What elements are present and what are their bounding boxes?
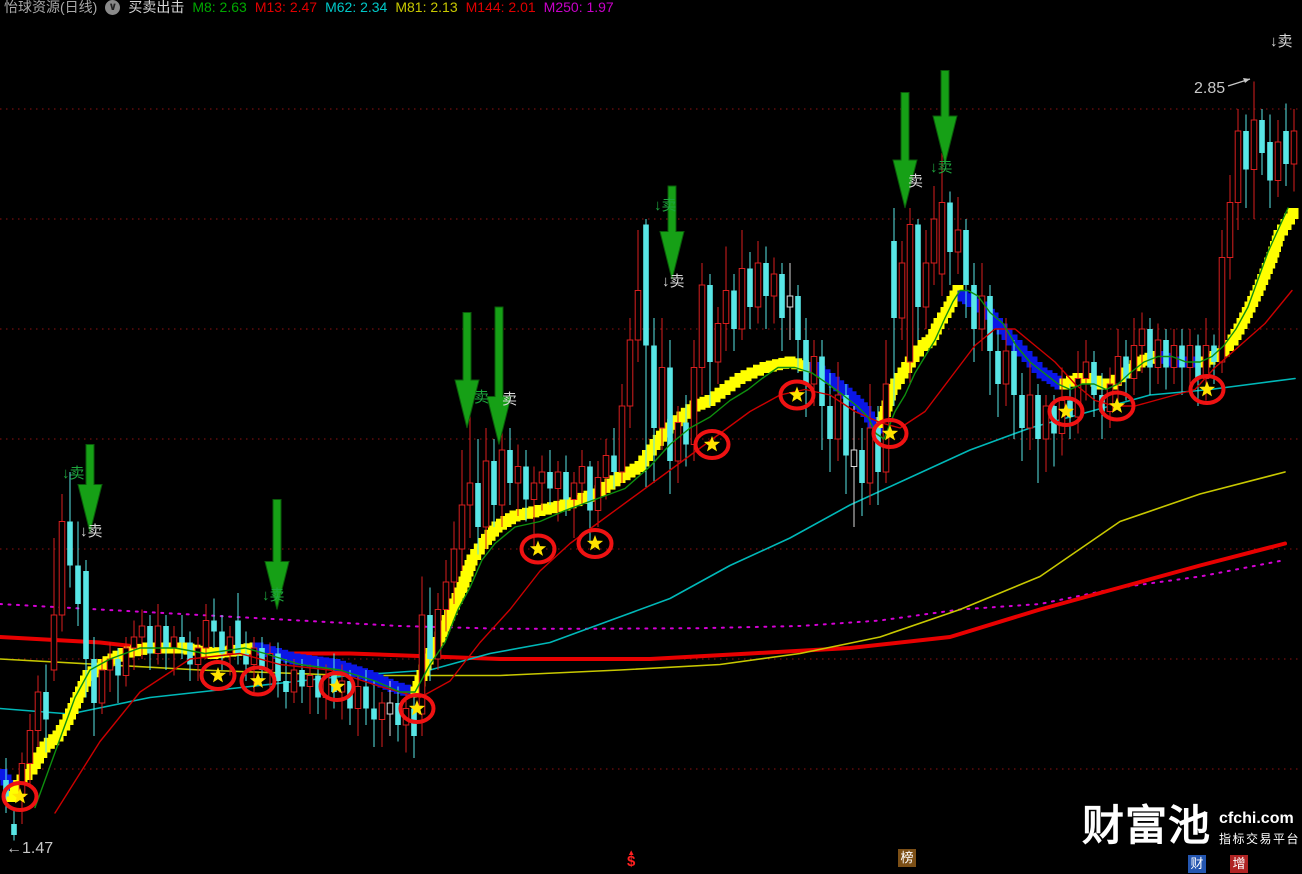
sell-arrow-icon <box>932 70 958 165</box>
stock-title: 怡球资源(日线) <box>4 0 98 15</box>
buy-circle-icon <box>239 665 277 697</box>
sell-label: ↓卖 <box>1270 33 1293 50</box>
watermark-url: cfchi.com <box>1219 810 1294 827</box>
buy-star-icon <box>529 540 547 556</box>
watermark-brand: 财富池 <box>1082 802 1212 849</box>
candles <box>3 81 1298 841</box>
indicator-name: 买卖出击 <box>128 0 185 15</box>
sell-label: ↓卖 <box>654 197 677 214</box>
sell-arrow-icon <box>892 92 918 209</box>
buy-circle-icon <box>1047 396 1085 427</box>
ma-lines-fast <box>34 207 1293 814</box>
ma-value-m62: M62: 2.34 <box>325 0 388 15</box>
buy-star-icon <box>1057 403 1075 419</box>
buy-circle-icon <box>693 429 731 460</box>
buy-circle-icon <box>576 528 614 559</box>
buy-star-icon <box>328 678 346 694</box>
sell-label: 卖 <box>502 391 517 408</box>
sell-arrow-icon <box>659 185 685 280</box>
price-callouts: 2.85 ←1.47 <box>6 78 1251 857</box>
low-price-label: ←1.47 <box>6 840 53 857</box>
buy-circle-icon <box>398 693 436 724</box>
watermark-tagline: 指标交易平台 <box>1219 832 1301 846</box>
ma-value-m144: M144: 2.01 <box>465 0 536 15</box>
ma-line-M144 <box>0 541 1287 661</box>
bang-badge[interactable]: 榜 <box>898 849 916 867</box>
sell-label: ↓卖 <box>62 465 85 482</box>
buy-star-icon <box>881 425 899 441</box>
buy-circle-icon <box>519 533 557 565</box>
buy-star-icon <box>788 386 806 402</box>
buy-circle-icon <box>318 671 356 702</box>
ma-line-M62 <box>0 377 1296 715</box>
sell-label: ↓卖 <box>662 273 685 290</box>
sell-arrow-icon <box>77 444 103 533</box>
buy-star-signals <box>1 374 1226 812</box>
sell-labels: ↓卖↓卖↓卖卖 卖↓卖↓卖卖↓卖↓卖 <box>62 33 1293 604</box>
high-price-label: 2.85 <box>1194 80 1225 97</box>
sell-arrow-icon <box>486 306 512 445</box>
buy-circle-icon <box>1188 374 1226 405</box>
buy-circle-icon <box>778 379 816 411</box>
buy-circle-icon <box>1 781 39 812</box>
chevron-down-icon[interactable]: ∨ <box>105 0 121 15</box>
sar-ladder <box>0 208 1299 802</box>
chart-header: 怡球资源(日线) ∨ 买卖出击 M8: 2.63 M13: 2.47 M62: … <box>4 0 614 17</box>
cai-badge[interactable]: 财 <box>1188 855 1206 873</box>
sell-arrow-icon <box>454 312 480 429</box>
watermark: 财富池 cfchi.com 指标交易平台 <box>1082 804 1300 848</box>
zeng-badge[interactable]: 增 <box>1230 855 1248 873</box>
sell-arrows <box>77 70 958 610</box>
up-arrow-icon: ▲ <box>627 848 636 857</box>
buy-star-icon <box>11 788 29 804</box>
sell-label: 卖 <box>474 389 489 406</box>
buy-star-icon <box>209 667 227 683</box>
buy-star-icon <box>408 700 426 716</box>
ma-lines-slow <box>0 377 1296 715</box>
sell-label: 卖 <box>908 173 923 190</box>
buy-star-icon <box>586 535 604 551</box>
sell-label: ↓卖 <box>80 523 103 540</box>
dollar-icon[interactable]: ▲ $ <box>627 848 636 870</box>
buy-circle-icon <box>1098 390 1136 422</box>
ma-value-m250: M250: 1.97 <box>543 0 614 15</box>
sell-arrow-icon <box>264 499 290 610</box>
buy-star-icon <box>1108 397 1126 413</box>
sell-label: ↓卖 <box>930 159 953 176</box>
ma-line-M8 <box>34 207 1289 809</box>
ma-value-m13: M13: 2.47 <box>254 0 318 15</box>
sell-label: ↓卖 <box>262 587 285 604</box>
buy-star-icon <box>703 436 721 452</box>
buy-star-icon <box>249 672 267 688</box>
ma-value-m8: M8: 2.63 <box>192 0 247 15</box>
buy-circle-icon <box>199 660 237 691</box>
ma-line-M13 <box>54 289 1293 814</box>
ma-value-m81: M81: 2.13 <box>395 0 458 15</box>
buy-circle-icon <box>871 418 909 449</box>
buy-star-icon <box>1198 381 1216 397</box>
